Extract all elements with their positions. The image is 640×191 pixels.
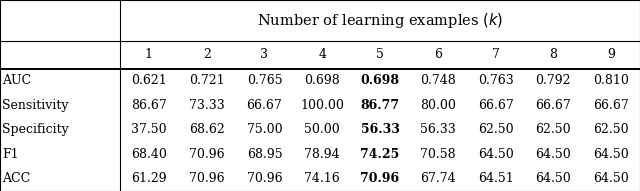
Text: 86.67: 86.67 bbox=[131, 99, 167, 112]
Text: 0.748: 0.748 bbox=[420, 74, 456, 87]
Text: 0.763: 0.763 bbox=[477, 74, 513, 87]
Text: 68.62: 68.62 bbox=[189, 123, 225, 136]
Text: Number of learning examples $(k)$: Number of learning examples $(k)$ bbox=[257, 11, 503, 30]
Text: 66.67: 66.67 bbox=[246, 99, 282, 112]
Text: Specificity: Specificity bbox=[2, 123, 68, 136]
Text: Sensitivity: Sensitivity bbox=[2, 99, 68, 112]
Text: 70.96: 70.96 bbox=[246, 172, 282, 185]
Text: 70.96: 70.96 bbox=[189, 148, 225, 161]
Text: 0.792: 0.792 bbox=[536, 74, 571, 87]
Text: 37.50: 37.50 bbox=[131, 123, 166, 136]
Text: 5: 5 bbox=[376, 48, 384, 62]
Text: 0.698: 0.698 bbox=[360, 74, 399, 87]
Text: 62.50: 62.50 bbox=[477, 123, 513, 136]
Text: 68.95: 68.95 bbox=[246, 148, 282, 161]
Text: 50.00: 50.00 bbox=[305, 123, 340, 136]
Text: 0.621: 0.621 bbox=[131, 74, 167, 87]
Text: 74.16: 74.16 bbox=[305, 172, 340, 185]
Text: 66.67: 66.67 bbox=[536, 99, 572, 112]
Text: 62.50: 62.50 bbox=[536, 123, 571, 136]
Text: AUC: AUC bbox=[2, 74, 31, 87]
Text: 0.698: 0.698 bbox=[305, 74, 340, 87]
Text: 4: 4 bbox=[318, 48, 326, 62]
Text: 100.00: 100.00 bbox=[300, 99, 344, 112]
Text: 80.00: 80.00 bbox=[420, 99, 456, 112]
Text: 86.77: 86.77 bbox=[360, 99, 399, 112]
Text: 62.50: 62.50 bbox=[593, 123, 629, 136]
Text: 6: 6 bbox=[434, 48, 442, 62]
Text: 64.51: 64.51 bbox=[477, 172, 513, 185]
Text: ACC: ACC bbox=[2, 172, 30, 185]
Text: 61.29: 61.29 bbox=[131, 172, 166, 185]
Text: 67.74: 67.74 bbox=[420, 172, 456, 185]
Text: 66.67: 66.67 bbox=[593, 99, 629, 112]
Text: 8: 8 bbox=[549, 48, 557, 62]
Text: 0.810: 0.810 bbox=[593, 74, 629, 87]
Text: 74.25: 74.25 bbox=[360, 148, 399, 161]
Text: 66.67: 66.67 bbox=[477, 99, 513, 112]
Text: 7: 7 bbox=[492, 48, 499, 62]
Text: 64.50: 64.50 bbox=[593, 148, 629, 161]
Text: 56.33: 56.33 bbox=[420, 123, 456, 136]
Text: 0.765: 0.765 bbox=[246, 74, 282, 87]
Text: 56.33: 56.33 bbox=[360, 123, 399, 136]
Text: 64.50: 64.50 bbox=[536, 148, 572, 161]
Text: 1: 1 bbox=[145, 48, 153, 62]
Text: 2: 2 bbox=[203, 48, 211, 62]
Text: 9: 9 bbox=[607, 48, 615, 62]
Text: 73.33: 73.33 bbox=[189, 99, 225, 112]
Text: 64.50: 64.50 bbox=[477, 148, 513, 161]
Text: 64.50: 64.50 bbox=[593, 172, 629, 185]
Text: 78.94: 78.94 bbox=[305, 148, 340, 161]
Text: 70.96: 70.96 bbox=[189, 172, 225, 185]
Text: F1: F1 bbox=[2, 148, 19, 161]
Text: 68.40: 68.40 bbox=[131, 148, 167, 161]
Text: 70.58: 70.58 bbox=[420, 148, 456, 161]
Text: 0.721: 0.721 bbox=[189, 74, 225, 87]
Text: 75.00: 75.00 bbox=[246, 123, 282, 136]
Text: 3: 3 bbox=[260, 48, 268, 62]
Text: 64.50: 64.50 bbox=[536, 172, 572, 185]
Text: 70.96: 70.96 bbox=[360, 172, 399, 185]
